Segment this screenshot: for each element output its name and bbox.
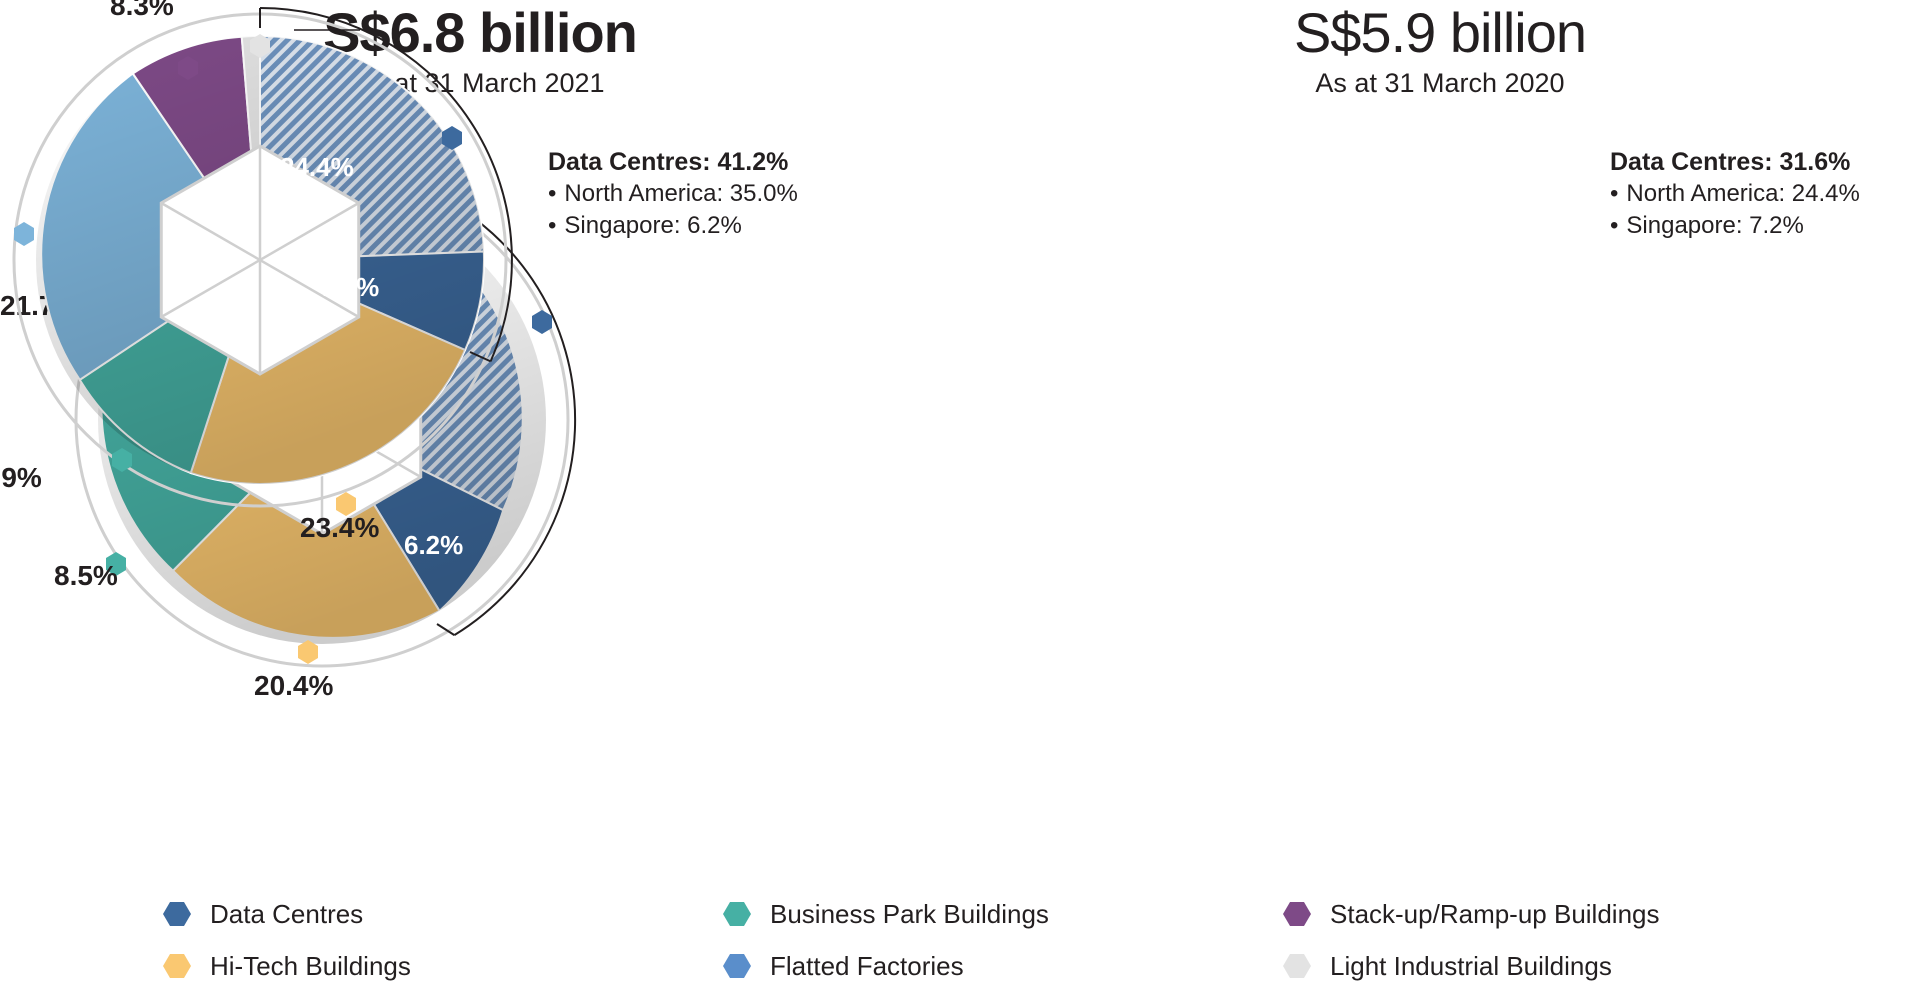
chart-legend: Data Centres Business Park Buildings Sta… — [0, 888, 1920, 994]
callout-data-centres-2021: Data Centres: 41.2% North America: 35.0%… — [548, 148, 878, 242]
legend-item-business-park-buildings[interactable]: Business Park Buildings — [722, 888, 1282, 940]
rim-marker-hi-tech — [336, 492, 356, 516]
rim-marker-business-park — [106, 552, 126, 576]
callout-data-centres-2020: Data Centres: 31.6% North America: 24.4%… — [1610, 148, 1920, 242]
legend-label: Business Park Buildings — [770, 898, 1049, 929]
callout-heading: Data Centres: 31.6% — [1610, 148, 1851, 176]
hexagon-icon — [1283, 902, 1311, 926]
total-amount: S$5.9 billion — [1293, 1, 1587, 64]
callout-item-singapore: Singapore: 7.2% — [1610, 210, 1920, 242]
pie-svg — [12, 7, 513, 516]
data-centres-bracket — [259, 7, 513, 362]
bracket-tick-end — [469, 351, 492, 363]
label-north-america-inner: 24.4% — [280, 152, 354, 182]
legend-item-flatted-factories[interactable]: Flatted Factories — [722, 940, 1282, 992]
page-title-2020: S$5.9 billion As at 31 March 2020 — [960, 4, 1920, 98]
callout-item-singapore: Singapore: 6.2% — [548, 210, 878, 242]
rim-marker-data-centres — [442, 126, 462, 150]
label-light-industrial: 1.3% — [254, 0, 318, 2]
legend-item-stack-up-ramp-up-buildings[interactable]: Stack-up/Ramp-up Buildings — [1282, 888, 1920, 940]
rim-marker-data-centres — [532, 310, 552, 334]
callout-item-north-america: North America: 24.4% — [1610, 178, 1920, 210]
legend-label: Hi-Tech Buildings — [210, 950, 411, 981]
rim-markers — [14, 34, 462, 516]
label-business-park: 9.9% — [0, 462, 42, 493]
callout-heading: Data Centres: 41.2% — [548, 148, 789, 176]
legend-label: Data Centres — [210, 898, 364, 929]
rim-marker-flatted — [14, 222, 34, 246]
label-hi-tech: 23.4% — [300, 512, 380, 543]
legend-label: Flatted Factories — [770, 950, 964, 981]
hexagon-icon — [163, 902, 191, 926]
legend-item-hi-tech-buildings[interactable]: Hi-Tech Buildings — [162, 940, 722, 992]
hexagon-icon — [723, 954, 751, 978]
hexagon-icon — [1283, 954, 1311, 978]
label-singapore-inner: 6.2% — [404, 530, 464, 560]
label-stack-up-ramp-up: 8.3% — [110, 0, 174, 21]
bracket-tick-end — [436, 623, 455, 636]
chart-panel-2020: S$5.9 billion As at 31 March 2020 — [960, 0, 1920, 880]
rim-marker-stack-up — [178, 56, 198, 80]
rim-marker-business-park — [112, 448, 132, 472]
rim-marker-hi-tech — [298, 640, 318, 664]
hexagon-icon — [163, 954, 191, 978]
legend-item-data-centres[interactable]: Data Centres — [162, 888, 722, 940]
legend-item-light-industrial-buildings[interactable]: Light Industrial Buildings — [1282, 940, 1920, 992]
label-hi-tech: 20.4% — [254, 670, 334, 701]
callout-item-north-america: North America: 35.0% — [548, 178, 878, 210]
label-singapore-inner: 7.2% — [320, 272, 380, 302]
hexagon-icon — [723, 902, 751, 926]
hexagon-spokes — [160, 146, 360, 374]
legend-label: Light Industrial Buildings — [1330, 950, 1612, 981]
label-business-park: 8.5% — [54, 560, 118, 591]
as-at-date: As at 31 March 2020 — [1315, 68, 1565, 99]
legend-label: Stack-up/Ramp-up Buildings — [1330, 898, 1660, 929]
rim-marker-light-industrial — [250, 34, 270, 58]
